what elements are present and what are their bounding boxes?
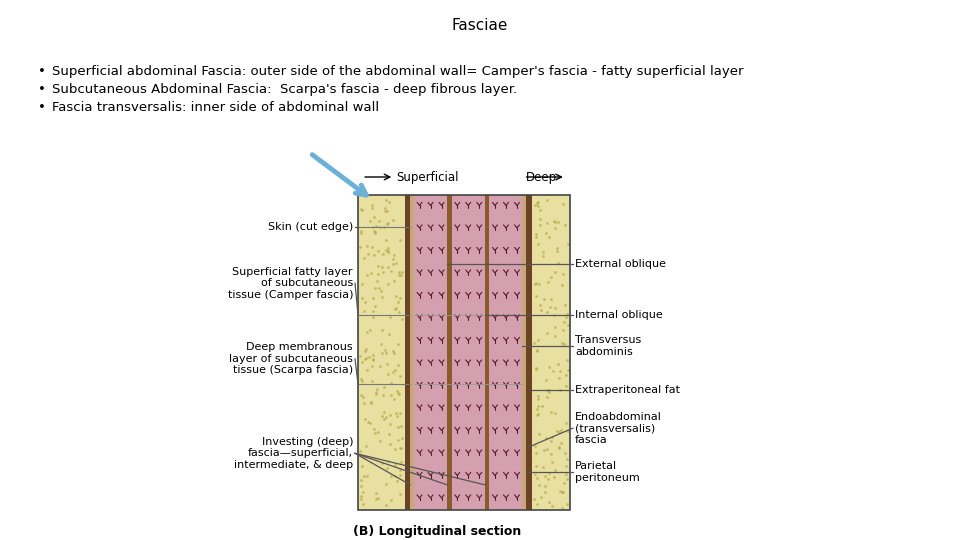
Text: Fasciae: Fasciae [452,18,508,33]
Bar [358,195,405,510]
Text: Endoabdominal
(transversalis)
fascia: Endoabdominal (transversalis) fascia [575,411,661,445]
Text: Extraperitoneal fat: Extraperitoneal fat [575,386,680,395]
Bar [452,195,485,510]
Text: Parietal
peritoneum: Parietal peritoneum [575,461,639,483]
Bar [532,195,570,510]
Text: •: • [38,65,46,78]
Text: Superficial abdominal Fascia: outer side of the abdominal wall= Camper's fascia : Superficial abdominal Fascia: outer side… [52,65,743,78]
Text: Superficial fatty layer
of subcutaneous
tissue (Camper fascia): Superficial fatty layer of subcutaneous … [228,267,353,300]
Bar [447,195,452,510]
Bar [405,195,410,510]
Text: Deep membranous
layer of subcutaneous
tissue (Scarpa fascia): Deep membranous layer of subcutaneous ti… [229,342,353,375]
Text: Skin (cut edge): Skin (cut edge) [268,221,353,232]
Bar [526,195,532,510]
Text: Internal oblique: Internal oblique [575,310,662,320]
Text: •: • [38,101,46,114]
Text: Subcutaneous Abdominal Fascia:  Scarpa's fascia - deep fibrous layer.: Subcutaneous Abdominal Fascia: Scarpa's … [52,83,517,96]
Text: Deep: Deep [526,171,557,184]
Text: (B) Longitudinal section: (B) Longitudinal section [353,525,521,538]
Bar [522,195,526,510]
Bar [490,195,522,510]
Bar [358,195,570,510]
Bar [485,195,490,510]
Text: Investing (deep)
fascia—superficial,
intermediate, & deep: Investing (deep) fascia—superficial, int… [234,437,353,470]
Text: Superficial: Superficial [396,171,459,184]
Text: Transversus
abdominis: Transversus abdominis [575,335,641,357]
Text: •: • [38,83,46,96]
Text: Fascia transversalis: inner side of abdominal wall: Fascia transversalis: inner side of abdo… [52,101,379,114]
Bar [410,195,414,510]
Bar [414,195,447,510]
Text: External oblique: External oblique [575,259,666,269]
